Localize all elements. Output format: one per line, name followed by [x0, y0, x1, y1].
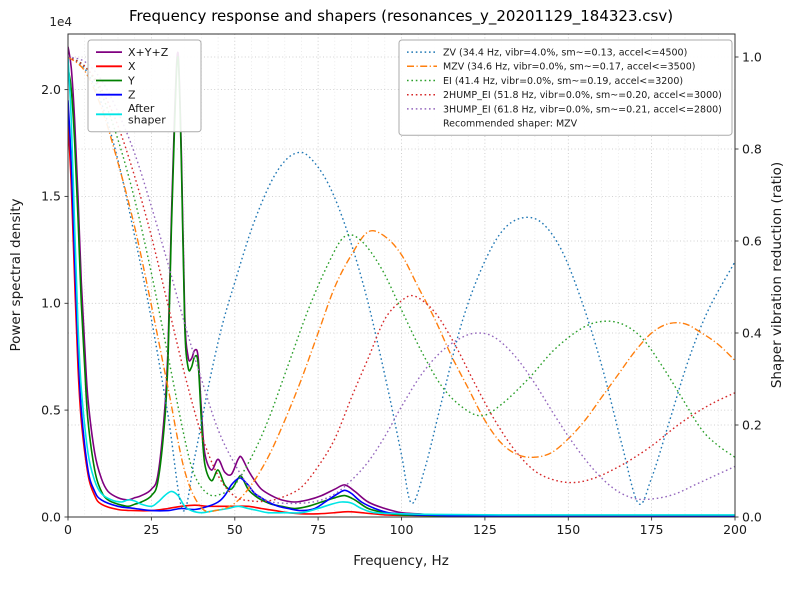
legend-label-shaper-zv: ZV (34.4 Hz, vibr=4.0%, sm~=0.13, accel<…	[443, 48, 687, 59]
legend-label-psd-x: X	[128, 60, 136, 73]
shaper-ei-line	[68, 56, 735, 497]
y-left-axis-label: Power spectral density	[8, 198, 24, 351]
shaper-zv-line	[68, 56, 735, 512]
y-left-tick-label: 2.0	[41, 82, 61, 97]
legend-label-psd-y: Y	[127, 74, 135, 87]
legend-label-psd-xyz: X+Y+Z	[128, 46, 169, 59]
x-tick-label: 0	[64, 522, 72, 537]
x-tick-label: 50	[227, 522, 243, 537]
y-right-tick-label: 0.4	[742, 325, 762, 340]
curves-layer	[68, 46, 735, 517]
y-left-tick-label: 1.0	[41, 296, 61, 311]
x-tick-label: 125	[473, 522, 497, 537]
y-right-tick-label: 0.2	[742, 417, 762, 432]
legend-label-shaper-3hump-ei: 3HUMP_EI (61.8 Hz, vibr=0.0%, sm~=0.21, …	[443, 104, 722, 115]
legend-label-psd-z: Z	[128, 89, 136, 102]
recommended-shaper-note: Recommended shaper: MZV	[443, 119, 578, 130]
legend-label-psd-after-shaper: After shaper	[128, 102, 166, 127]
y-right-tick-label: 0.6	[742, 233, 762, 248]
psd-after-shaper-line	[68, 57, 735, 516]
shaper-mzv-line	[68, 56, 735, 513]
shaper-2hump-ei-line	[68, 56, 735, 503]
legend-label-shaper-2hump-ei: 2HUMP_EI (51.8 Hz, vibr=0.0%, sm~=0.20, …	[443, 90, 722, 101]
x-tick-label: 150	[556, 522, 580, 537]
y-left-tick-label: 0.5	[41, 402, 61, 417]
x-tick-label: 175	[640, 522, 664, 537]
x-tick-label: 25	[143, 522, 159, 537]
y-left-tick-label: 1.5	[41, 189, 61, 204]
legend-label-shaper-mzv: MZV (34.6 Hz, vibr=0.0%, sm~=0.17, accel…	[443, 62, 695, 73]
x-tick-label: 100	[390, 522, 414, 537]
legend-label-shaper-ei: EI (41.4 Hz, vibr=0.0%, sm~=0.19, accel<…	[443, 76, 683, 87]
shaper-legend	[398, 39, 733, 136]
y-right-tick-label: 0.8	[742, 141, 762, 156]
chart-title: Frequency response and shapers (resonanc…	[129, 7, 673, 26]
psd-y-line	[68, 56, 735, 517]
x-axis-label: Frequency, Hz	[353, 553, 449, 569]
x-tick-label: 75	[310, 522, 326, 537]
psd-legend	[87, 39, 202, 133]
y-left-offset-text: 1e4	[49, 15, 72, 29]
y-left-tick-label: 0.0	[41, 509, 61, 524]
y-right-tick-label: 0.0	[742, 509, 762, 524]
x-tick-label: 200	[723, 522, 747, 537]
axes-layer: 0 25 50 75 100 125 150 175 2000.00.51.01.52.00.0…	[41, 33, 762, 537]
y-right-axis-label: Shaper vibration reduction (ratio)	[769, 162, 785, 388]
shaper-3hump-ei-line	[68, 56, 735, 505]
y-right-tick-label: 1.0	[742, 49, 762, 64]
